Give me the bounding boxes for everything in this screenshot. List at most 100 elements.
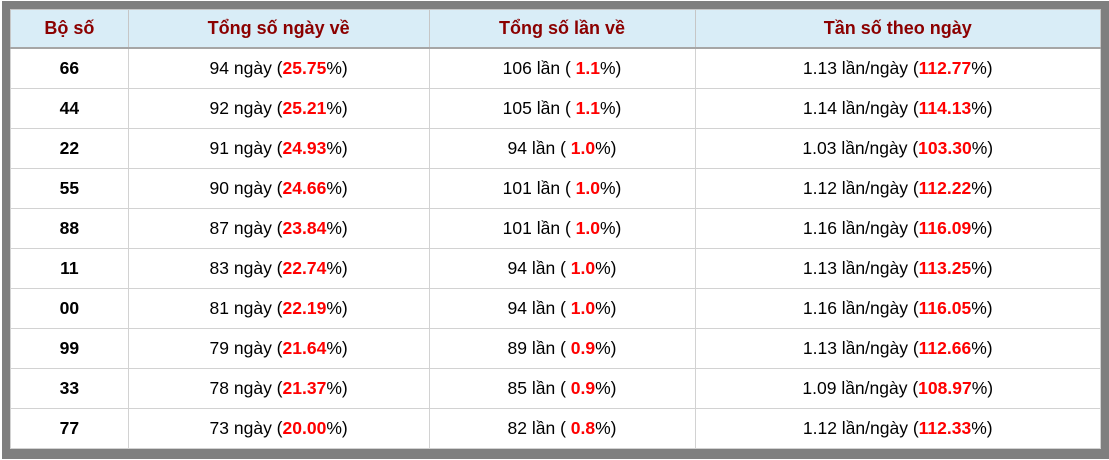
cell-frequency: 1.12 lần/ngày (112.33%) xyxy=(694,407,1101,450)
cell-total-times: 94 lần ( 1.0%) xyxy=(428,128,696,170)
pair-value: 88 xyxy=(59,218,80,239)
cell-pair: 33 xyxy=(10,368,129,409)
table-row: 00 81 ngày (22.19%) 94 lần ( 1.0%) 1.16 … xyxy=(10,288,1101,330)
cell-total-days: 78 ngày (21.37%) xyxy=(127,368,430,409)
days-percent: 25.75 xyxy=(282,58,327,79)
frequency-percent: 112.22 xyxy=(918,178,972,199)
table-row: 66 94 ngày (25.75%) 106 lần ( 1.1%) 1.13… xyxy=(10,47,1101,90)
times-value: 85 lần ( xyxy=(507,378,571,398)
table-row: 99 79 ngày (21.64%) 89 lần ( 0.9%) 1.13 … xyxy=(10,328,1101,370)
cell-total-days: 87 ngày (23.84%) xyxy=(127,208,430,250)
times-percent: 1.0 xyxy=(575,178,600,199)
percent-close: %) xyxy=(599,58,622,79)
days-value: 91 ngày ( xyxy=(209,138,283,159)
times-value: 94 lần ( xyxy=(507,298,571,319)
cell-total-days: 83 ngày (22.74%) xyxy=(127,248,430,290)
percent-close: %) xyxy=(971,218,993,239)
table-row: 33 78 ngày (21.37%) 85 lần ( 0.9%) 1.09 … xyxy=(10,368,1101,409)
days-value: 90 ngày ( xyxy=(209,178,283,199)
column-header-total-days: Tổng số ngày về xyxy=(127,9,430,49)
column-header-pair: Bộ số xyxy=(10,9,129,49)
lottery-statistics-table: Bộ số Tổng số ngày về Tổng số lần về Tần… xyxy=(10,9,1101,450)
days-value: 83 ngày ( xyxy=(209,258,283,279)
frequency-value: 1.03 lần/ngày ( xyxy=(802,138,919,159)
cell-pair: 99 xyxy=(10,328,129,370)
days-percent: 24.66 xyxy=(282,178,327,199)
cell-pair: 55 xyxy=(10,168,129,210)
times-value: 89 lần ( xyxy=(507,338,571,359)
cell-pair: 66 xyxy=(10,47,129,90)
frequency-percent: 112.66 xyxy=(918,338,972,359)
days-percent: 21.37 xyxy=(282,378,327,398)
pair-value: 55 xyxy=(59,178,80,199)
cell-total-days: 90 ngày (24.66%) xyxy=(127,168,430,210)
table-row: 88 87 ngày (23.84%) 101 lần ( 1.0%) 1.16… xyxy=(10,208,1101,250)
pair-value: 22 xyxy=(59,138,80,159)
days-percent: 24.93 xyxy=(282,138,327,159)
table-row: 44 92 ngày (25.21%) 105 lần ( 1.1%) 1.14… xyxy=(10,88,1101,130)
cell-total-times: 82 lần ( 0.8%) xyxy=(428,407,696,450)
percent-close: %) xyxy=(326,178,348,199)
cell-total-times: 105 lần ( 1.1%) xyxy=(428,88,696,130)
cell-total-times: 101 lần ( 1.0%) xyxy=(428,168,696,210)
frequency-value: 1.13 lần/ngày ( xyxy=(802,338,919,359)
cell-total-days: 81 ngày (22.19%) xyxy=(127,288,430,330)
percent-close: %) xyxy=(971,338,993,359)
times-value: 94 lần ( xyxy=(507,138,571,159)
cell-pair: 77 xyxy=(10,407,129,450)
frequency-percent: 108.97 xyxy=(918,378,972,398)
times-percent: 1.0 xyxy=(570,298,596,319)
times-value: 101 lần ( xyxy=(502,218,576,239)
cell-total-days: 92 ngày (25.21%) xyxy=(127,88,430,130)
percent-close: %) xyxy=(326,258,348,279)
percent-close: %) xyxy=(326,417,348,438)
frequency-value: 1.13 lần/ngày ( xyxy=(802,258,919,279)
pair-value: 00 xyxy=(59,298,80,319)
frequency-value: 1.13 lần/ngày ( xyxy=(802,58,919,79)
days-percent: 22.74 xyxy=(282,258,327,279)
cell-frequency: 1.13 lần/ngày (112.66%) xyxy=(694,328,1101,370)
percent-close: %) xyxy=(595,298,617,319)
percent-close: %) xyxy=(326,298,348,319)
column-header-frequency: Tần số theo ngày xyxy=(694,9,1101,49)
percent-close: %) xyxy=(326,98,348,119)
cell-total-times: 94 lần ( 1.0%) xyxy=(428,248,696,290)
percent-close: %) xyxy=(599,218,622,239)
frequency-value: 1.09 lần/ngày ( xyxy=(802,378,919,398)
frequency-percent: 114.13 xyxy=(918,98,972,119)
times-percent: 1.1 xyxy=(575,98,600,119)
frequency-percent: 116.05 xyxy=(918,298,972,319)
cell-pair: 00 xyxy=(10,288,129,330)
times-percent: 1.0 xyxy=(570,138,596,159)
cell-total-times: 94 lần ( 1.0%) xyxy=(428,288,696,330)
cell-total-times: 89 lần ( 0.9%) xyxy=(428,328,696,370)
percent-close: %) xyxy=(971,378,994,398)
days-value: 92 ngày ( xyxy=(209,98,283,119)
days-value: 87 ngày ( xyxy=(209,218,283,239)
column-header-total-times: Tổng số lần về xyxy=(428,9,696,49)
days-value: 78 ngày ( xyxy=(209,378,283,398)
times-percent: 0.9 xyxy=(570,338,596,359)
times-value: 105 lần ( xyxy=(502,98,576,119)
times-value: 94 lần ( xyxy=(507,258,571,279)
frequency-percent: 112.33 xyxy=(918,417,972,438)
days-value: 73 ngày ( xyxy=(209,417,283,438)
percent-close: %) xyxy=(971,298,993,319)
percent-close: %) xyxy=(326,138,348,159)
percent-close: %) xyxy=(595,338,617,359)
cell-total-times: 106 lần ( 1.1%) xyxy=(428,47,696,90)
times-value: 82 lần ( xyxy=(507,417,571,438)
cell-pair: 11 xyxy=(10,248,129,290)
cell-total-times: 85 lần ( 0.9%) xyxy=(428,368,696,409)
percent-close: %) xyxy=(326,378,348,398)
percent-close: %) xyxy=(971,58,993,79)
frequency-percent: 103.30 xyxy=(918,138,972,159)
cell-total-days: 79 ngày (21.64%) xyxy=(127,328,430,370)
cell-pair: 22 xyxy=(10,128,129,170)
cell-frequency: 1.09 lần/ngày (108.97%) xyxy=(694,368,1101,409)
times-value: 106 lần ( xyxy=(502,58,576,79)
pair-value: 44 xyxy=(59,98,80,119)
cell-frequency: 1.16 lần/ngày (116.09%) xyxy=(694,208,1101,250)
days-value: 94 ngày ( xyxy=(209,58,283,79)
